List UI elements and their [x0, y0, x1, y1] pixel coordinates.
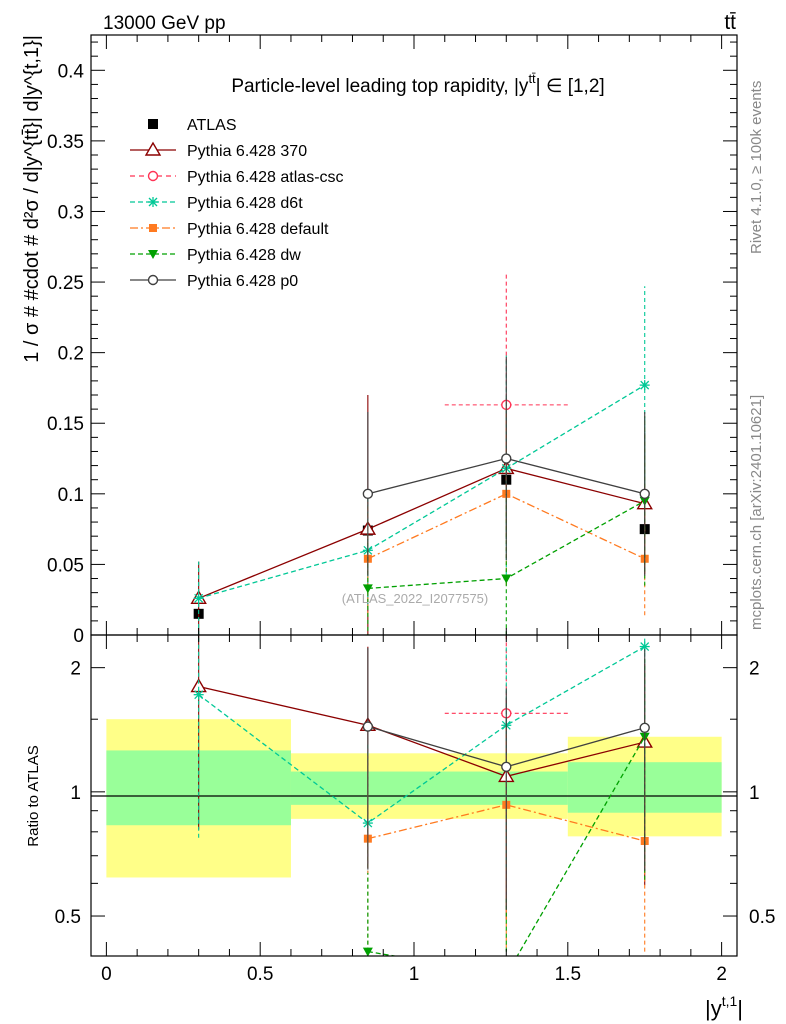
legend-marker-atlas	[148, 119, 158, 129]
ratio-y-tick-label-right: 0.5	[749, 907, 775, 928]
legend-marker-pythia-6-428-atlas-csc	[147, 170, 159, 182]
rivet-label: Rivet 4.1.0, ≥ 100k events	[748, 81, 765, 254]
legend-label-atlas: ATLAS	[187, 117, 237, 134]
main-y-tick-label: 0.35	[47, 132, 84, 153]
ratio-y-axis-label: Ratio to ATLAS	[25, 745, 42, 846]
plot-title-main: Particle-level leading top rapidity, |y	[231, 76, 529, 97]
x-axis-label-tail: |	[737, 996, 743, 1021]
main-y-tick-label: 0.3	[58, 202, 84, 223]
main-y-tick-label: 0.15	[47, 414, 84, 435]
ratio-y-tick-label: 2	[70, 659, 81, 680]
pythia-6-428-d6t-marker	[639, 380, 650, 391]
pythia-6-428-dw-ratio-marker	[501, 971, 511, 980]
x-tick-label: 2	[716, 964, 727, 985]
ratio-y-tick-label-right: 1	[749, 783, 760, 804]
pythia-6-428-p0-ratio-marker	[362, 721, 374, 732]
pythia-6-428-d6t-line	[198, 384, 646, 599]
pythia-6-428-p0-ratio-marker	[639, 722, 650, 733]
pythia-6-428-dw-ratio-line	[367, 736, 646, 956]
pythia-6-428-p0-marker	[501, 453, 512, 464]
x-tick-label: 0	[101, 964, 112, 985]
pythia-6-428-p0-marker	[362, 488, 374, 500]
ratio-y-tick-label: 1	[70, 783, 81, 804]
pythia-6-428-dw-ratio-marker	[362, 947, 373, 956]
main-y-tick-label: 0.1	[58, 485, 84, 506]
ratio-y-tick-label-right: 2	[749, 659, 760, 680]
x-tick-label: 1.5	[555, 964, 581, 985]
pythia-6-428-d6t-ratio-marker	[193, 689, 204, 700]
legend-marker-pythia-6-428-default	[149, 224, 157, 232]
x-axis-label-base: |y	[705, 996, 722, 1021]
legend-marker-pythia-6-428-370	[144, 141, 162, 156]
x-tick-label: 0.5	[247, 964, 273, 985]
x-tick-label: 1	[409, 964, 420, 985]
x-axis-label: |yt,1|	[705, 993, 743, 1021]
legend-label-pythia-6-428-default: Pythia 6.428 default	[187, 221, 329, 238]
legend-marker-pythia-6-428-dw	[148, 250, 158, 259]
legend-label-pythia-6-428-p0: Pythia 6.428 p0	[187, 273, 298, 290]
plot-title-tail: | ∈ [1,2]	[536, 76, 605, 97]
ratio-band-stat-1	[290, 771, 568, 805]
main-y-axis-label: 1 / σ # #cdot # d²σ / d|y^{tt̄}| d|y^{t,…	[21, 35, 43, 363]
axis-ticks: 0 0.05 0.1 0.15 0.2 0.25 0.3 0.35 0.4 0.5 0.5 1 1 2 2 0…	[47, 35, 775, 985]
energy-label: 13000 GeV pp	[103, 13, 226, 34]
ratio-plot-data	[190, 635, 653, 980]
legend-label-pythia-6-428-d6t: Pythia 6.428 d6t	[187, 195, 303, 212]
pythia-6-428-default-line	[367, 493, 645, 560]
legend-marker-pythia-6-428-p0	[147, 274, 159, 286]
pythia-6-428-d6t-marker	[193, 593, 204, 604]
main-y-tick-label: 0.2	[58, 344, 84, 365]
pythia-6-428-d6t-ratio-line	[198, 645, 646, 824]
pythia-6-428-dw-marker	[362, 584, 373, 594]
mcplots-label: mcplots.cern.ch [arXiv:2401.10621]	[748, 395, 765, 630]
main-plot-data	[190, 272, 653, 635]
main-y-tick-label: 0	[73, 626, 84, 647]
legend: ATLAS Pythia 6.428 370 Pythia 6.428 atlas-…	[130, 117, 344, 290]
analysis-id: (ATLAS_2022_I2077575)	[342, 591, 488, 606]
pythia-6-428-370-ratio-line	[198, 685, 645, 778]
pythia-6-428-p0-marker	[639, 488, 650, 500]
process-label: tt̄	[724, 11, 736, 34]
plot-title-sup: tt̄	[528, 71, 536, 86]
legend-label-pythia-6-428-370: Pythia 6.428 370	[187, 143, 307, 160]
pythia-6-428-dw-marker	[501, 574, 512, 584]
legend-label-pythia-6-428-atlas-csc: Pythia 6.428 atlas-csc	[187, 169, 344, 186]
ratio-y-tick-label: 0.5	[55, 907, 81, 928]
x-axis-label-sup: t,1	[722, 993, 738, 1009]
plot-title: Particle-level leading top rapidity, |yt…	[231, 71, 604, 97]
pythia-6-428-p0-ratio-marker	[501, 761, 512, 773]
pythia-6-428-370-line	[198, 467, 645, 599]
main-y-tick-label: 0.25	[47, 273, 84, 294]
main-y-tick-label: 0.4	[58, 61, 85, 82]
legend-label-pythia-6-428-dw: Pythia 6.428 dw	[187, 247, 301, 264]
main-y-tick-label: 0.05	[47, 555, 84, 576]
legend-marker-pythia-6-428-d6t	[148, 197, 158, 207]
